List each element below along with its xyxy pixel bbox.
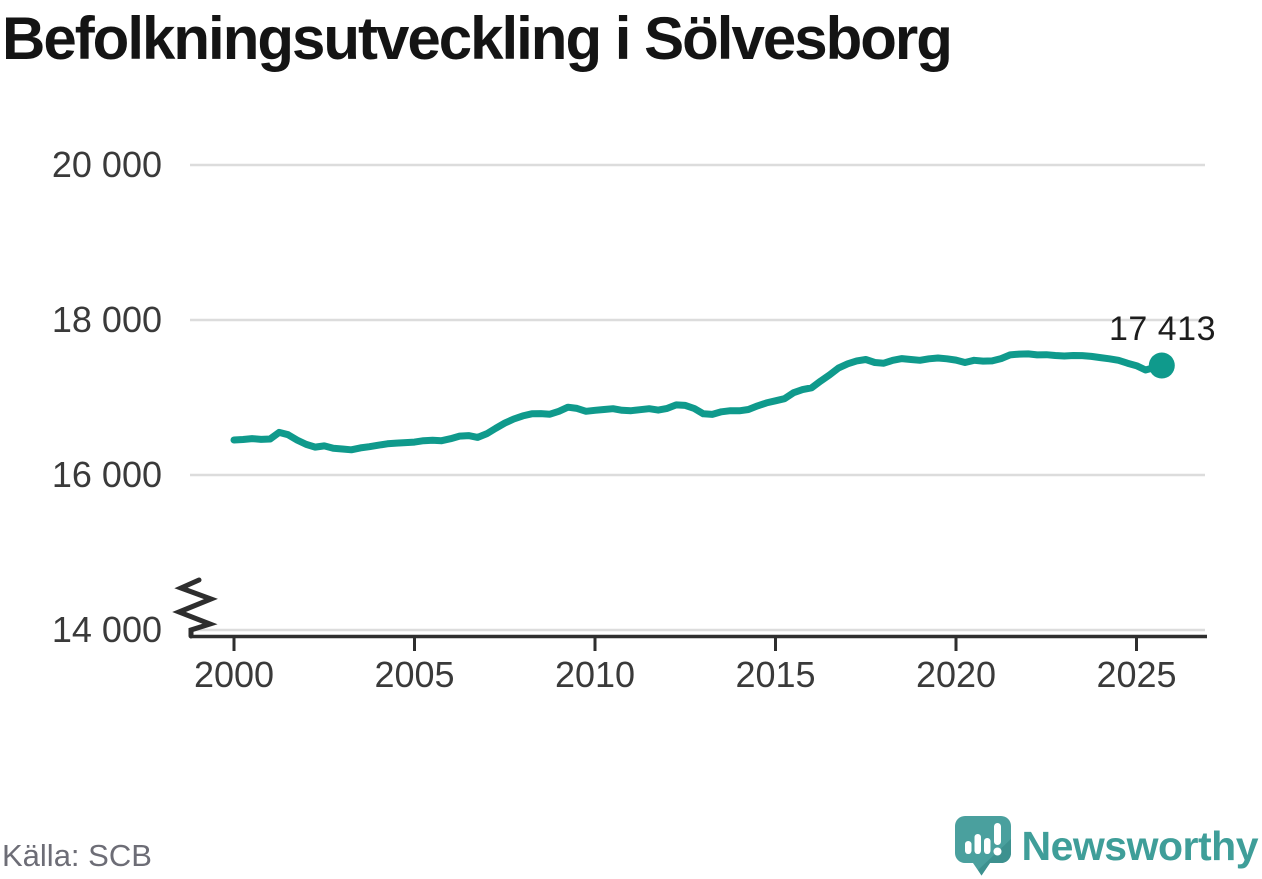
x-axis-label: 2005 bbox=[374, 654, 455, 695]
newsworthy-logo: Newsworthy bbox=[954, 814, 1259, 878]
newsworthy-wordmark: Newsworthy bbox=[1021, 822, 1259, 869]
population-line bbox=[230, 350, 1166, 454]
latest-value-label: 17 413 bbox=[1109, 310, 1216, 348]
y-axis-label: 16 000 bbox=[51, 454, 162, 495]
newsworthy-bubble-icon bbox=[954, 816, 1011, 876]
chart-title: Befolkningsutveckling i Sölvesborg bbox=[2, 5, 953, 72]
source-note: Källa: SCB bbox=[2, 838, 152, 873]
x-axis-label: 2010 bbox=[554, 654, 636, 695]
y-axis-label: 14 000 bbox=[51, 609, 162, 650]
y-axis-label: 20 000 bbox=[51, 144, 162, 185]
x-axis-label: 2015 bbox=[735, 654, 816, 695]
end-point-marker bbox=[1148, 352, 1175, 379]
gridlines bbox=[190, 163, 1205, 632]
axis-break-icon bbox=[172, 577, 218, 639]
population-line-series bbox=[230, 350, 1175, 454]
x-axis-label: 2025 bbox=[1096, 654, 1177, 695]
x-axis-label: 2000 bbox=[193, 654, 275, 695]
x-axis-ticks bbox=[232, 636, 1138, 651]
y-axis-label: 18 000 bbox=[51, 299, 162, 340]
x-axis-label: 2020 bbox=[915, 654, 997, 695]
